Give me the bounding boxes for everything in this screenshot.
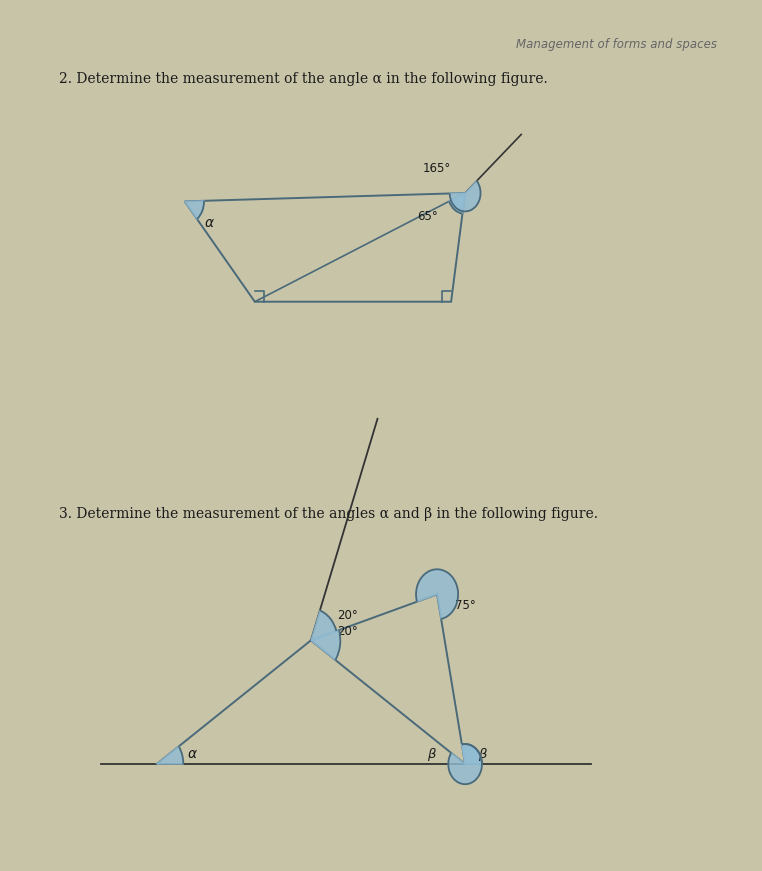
Wedge shape [450,181,481,212]
Text: 2. Determine the measurement of the angle α in the following figure.: 2. Determine the measurement of the angl… [59,71,547,85]
Text: $\beta$: $\beta$ [427,746,437,763]
Text: $\alpha$: $\alpha$ [204,216,216,231]
Wedge shape [449,193,465,213]
Wedge shape [448,744,482,784]
Wedge shape [311,611,336,640]
Text: 20°: 20° [338,609,358,622]
Text: 3. Determine the measurement of the angles α and β in the following figure.: 3. Determine the measurement of the angl… [59,507,597,521]
Text: $\alpha$: $\alpha$ [187,746,198,760]
Wedge shape [311,630,341,660]
Text: 75°: 75° [455,598,475,611]
Wedge shape [157,746,184,764]
Text: 65°: 65° [418,210,438,223]
Wedge shape [184,201,204,219]
Wedge shape [416,570,458,619]
Text: 20°: 20° [338,625,358,638]
Wedge shape [462,744,482,764]
Text: Management of forms and spaces: Management of forms and spaces [517,38,718,51]
Text: 165°: 165° [423,162,451,174]
Text: $\beta$: $\beta$ [478,746,488,763]
